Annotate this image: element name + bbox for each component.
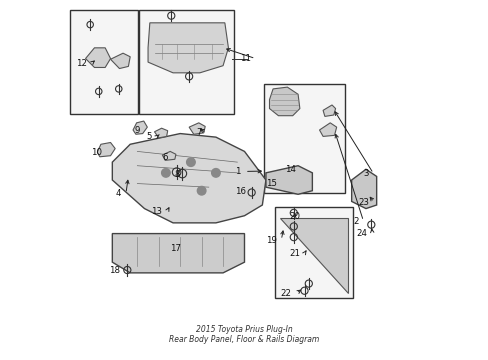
Polygon shape [154, 128, 167, 138]
Text: 7: 7 [196, 129, 201, 138]
Polygon shape [97, 143, 115, 157]
Polygon shape [162, 152, 176, 160]
Text: 13: 13 [151, 207, 162, 216]
Text: 1: 1 [234, 167, 240, 176]
Bar [70, 10, 138, 114]
Text: 12: 12 [76, 59, 86, 68]
Bar [264, 84, 344, 193]
Text: 14: 14 [285, 166, 296, 175]
Polygon shape [265, 166, 312, 194]
Text: 5: 5 [146, 132, 152, 141]
Polygon shape [189, 123, 205, 134]
Polygon shape [319, 123, 336, 136]
Text: 2: 2 [353, 217, 358, 226]
Circle shape [162, 168, 170, 177]
Polygon shape [269, 87, 299, 116]
Text: 24: 24 [356, 229, 367, 238]
Text: 2015 Toyota Prius Plug-In
Rear Body Panel, Floor & Rails Diagram: 2015 Toyota Prius Plug-In Rear Body Pane… [169, 325, 319, 344]
Circle shape [186, 158, 195, 166]
Text: 18: 18 [109, 266, 120, 275]
Text: 3: 3 [363, 169, 368, 178]
Text: 16: 16 [235, 187, 246, 196]
Polygon shape [148, 23, 228, 73]
Bar [139, 10, 233, 114]
Polygon shape [112, 234, 244, 273]
Text: 4: 4 [116, 189, 121, 198]
Polygon shape [280, 217, 347, 293]
Text: 10: 10 [91, 148, 102, 157]
Text: 15: 15 [266, 179, 277, 188]
Circle shape [211, 168, 220, 177]
Text: 19: 19 [265, 235, 276, 244]
Polygon shape [133, 121, 147, 134]
Text: 22: 22 [280, 289, 291, 298]
Text: 23: 23 [358, 198, 369, 207]
Text: 9: 9 [134, 126, 140, 135]
Text: 8: 8 [174, 170, 179, 179]
Text: 20: 20 [288, 212, 299, 221]
Text: 6: 6 [162, 153, 167, 162]
Polygon shape [323, 105, 335, 116]
Text: 21: 21 [288, 249, 299, 258]
Bar [274, 207, 353, 298]
Circle shape [197, 186, 205, 195]
Polygon shape [110, 53, 130, 68]
Text: 17: 17 [169, 244, 181, 253]
Polygon shape [351, 169, 376, 208]
Polygon shape [112, 134, 265, 223]
Text: 11: 11 [240, 54, 250, 63]
Polygon shape [85, 48, 110, 67]
